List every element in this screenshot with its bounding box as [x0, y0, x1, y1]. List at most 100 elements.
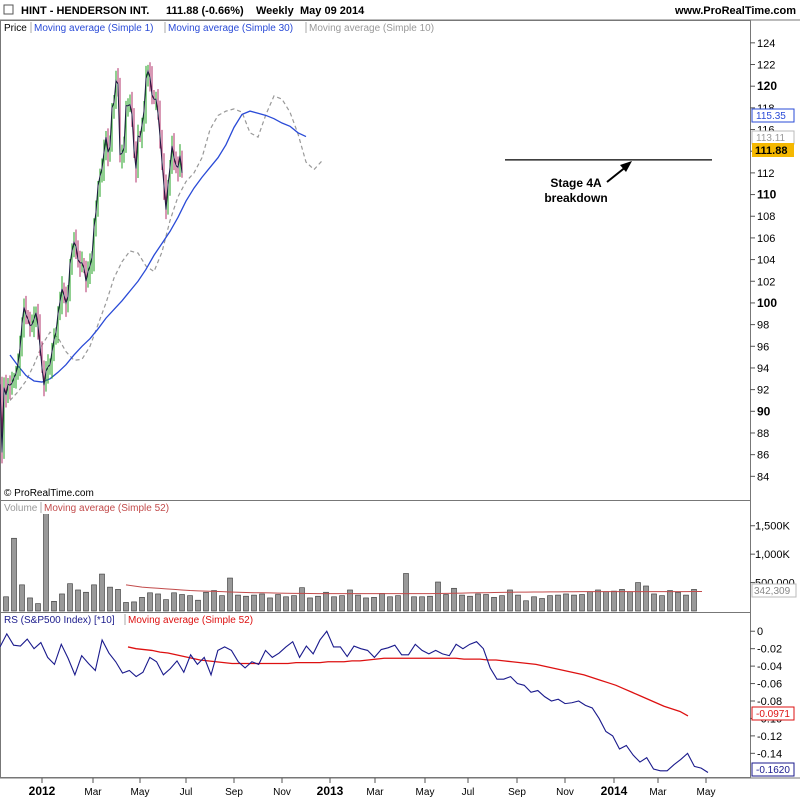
ma30-line [9, 110, 307, 383]
price-y-tick-label: 94 [757, 363, 769, 375]
volume-bar [211, 590, 217, 612]
x-tick-label: Sep [508, 787, 526, 798]
chart-menu-icon[interactable] [3, 4, 14, 15]
volume-bar [131, 601, 137, 612]
volume-bar [683, 594, 689, 612]
volume-bar [187, 595, 193, 612]
volume-ma-group [125, 584, 703, 595]
volume-bar [83, 591, 89, 612]
rs-ma-line [127, 646, 689, 717]
volume-bar [115, 589, 121, 612]
volume-bar [619, 589, 625, 612]
volume-bar [491, 597, 497, 612]
volume-bar [91, 584, 97, 612]
volume-bar [307, 597, 313, 612]
rs-line-group [0, 630, 709, 773]
volume-bar [243, 595, 249, 612]
volume-bar [331, 596, 337, 612]
volume-bar [27, 597, 33, 612]
price-line [0, 69, 183, 453]
volume-bar [539, 598, 545, 612]
x-tick-label: 2012 [29, 784, 56, 798]
x-tick-label: 2014 [601, 784, 628, 798]
price-line-group [0, 69, 183, 453]
price-y-tick-label: 122 [757, 60, 775, 72]
volume-bar [259, 593, 265, 612]
volume-bar [107, 586, 113, 612]
volume-badge [751, 583, 797, 598]
rs-y-axis: 0-0.02-0.04-0.06-0.08-0.10-0.12-0.14 [750, 626, 782, 760]
price-y-tick-label: 108 [757, 211, 775, 223]
volume-bar [339, 595, 345, 612]
price-y-tick-label: 106 [757, 233, 775, 245]
price-y-tick-label: 100 [757, 296, 777, 310]
legend-ma10: Moving average (Simple 10) [309, 23, 434, 34]
legend-volume: Volume [4, 503, 38, 514]
price-y-axis: 8486889092949698100102104106108110112114… [750, 38, 777, 483]
price-y-tick-label: 110 [757, 188, 777, 202]
volume-bar [139, 597, 145, 612]
volume-bar [667, 590, 673, 612]
volume-bar [691, 589, 697, 612]
ma10-line [9, 95, 323, 401]
rs-line [0, 630, 709, 773]
price-y-tick-label: 88 [757, 428, 769, 440]
header-bar [0, 0, 800, 20]
rs-ma-badge [751, 706, 795, 721]
volume-bar [547, 595, 553, 612]
volume-bar [659, 595, 665, 612]
volume-bar [459, 594, 465, 612]
rs-y-tick-label: 0 [757, 626, 763, 638]
price-y-tick-label: 124 [757, 38, 775, 50]
volume-bar [35, 603, 41, 612]
volume-bar [75, 589, 81, 612]
x-tick-label: Mar [366, 787, 384, 798]
legend-price: Price [4, 23, 27, 34]
rs-y-tick-label: -0.14 [757, 748, 782, 760]
volume-bar [427, 595, 433, 612]
volume-bar [403, 573, 409, 612]
volume-bar [371, 597, 377, 612]
volume-bar [203, 591, 209, 612]
price-panel [0, 20, 751, 501]
x-tick-label: May [697, 787, 716, 798]
x-tick-label: Mar [649, 787, 667, 798]
volume-bar [67, 583, 73, 612]
volume-bar [275, 594, 281, 612]
volume-bar [59, 593, 65, 612]
x-tick-label: Sep [225, 787, 243, 798]
volume-bars-group [3, 503, 697, 612]
x-tick-label: Jul [462, 787, 475, 798]
x-tick-label: Jul [180, 787, 193, 798]
volume-badge-value: 342,309 [754, 586, 791, 597]
last-price-badge [752, 143, 794, 157]
volume-bar [251, 594, 257, 612]
volume-bar [123, 602, 129, 612]
period-label: Weekly [256, 5, 295, 17]
volume-bar [507, 589, 513, 612]
rs-badge-value: -0.1620 [756, 765, 790, 776]
volume-bar [411, 596, 417, 612]
ma10-badge-value: 113.11 [756, 133, 786, 144]
price-y-tick-label: 86 [757, 450, 769, 462]
volume-bar [19, 584, 25, 612]
rs-y-tick-label: -0.12 [757, 731, 782, 743]
volume-bar [147, 592, 153, 612]
volume-bar [51, 601, 57, 612]
price-y-tick-label: 98 [757, 320, 769, 332]
volume-bar [43, 503, 49, 612]
volume-bar [315, 595, 321, 612]
volume-bar [603, 591, 609, 612]
volume-bar [611, 590, 617, 612]
rs-y-tick-label: -0.08 [757, 696, 782, 708]
rs-y-tick-label: -0.04 [757, 661, 782, 673]
volume-bar [579, 594, 585, 612]
ma30-line-group [9, 110, 307, 383]
volume-bar [195, 599, 201, 612]
volume-y-tick-label: 1,500K [755, 521, 791, 533]
volume-bar [467, 595, 473, 612]
volume-bar [563, 593, 569, 612]
volume-bar [291, 595, 297, 612]
ma30-badge-value: 115.35 [756, 111, 786, 122]
